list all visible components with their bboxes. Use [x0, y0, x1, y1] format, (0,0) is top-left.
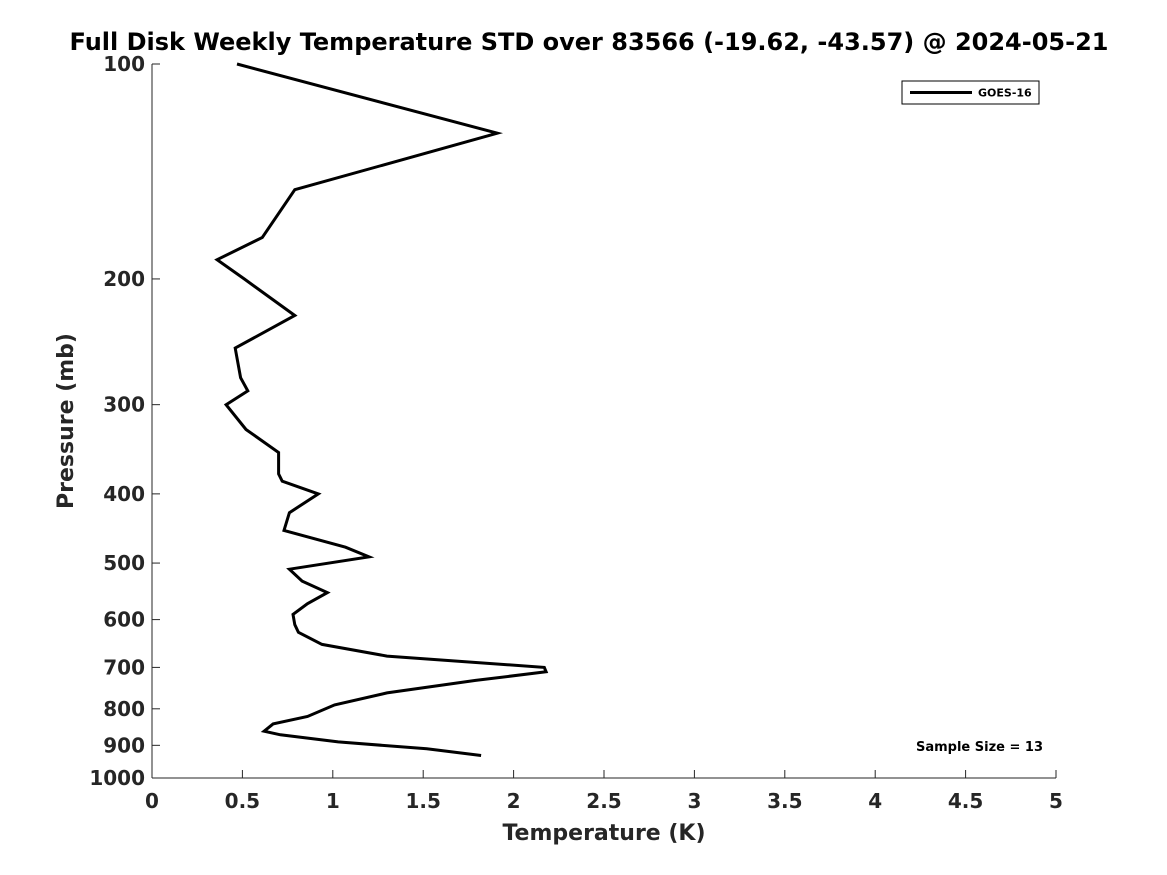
- x-tick-label: 4: [868, 789, 882, 813]
- x-tick-label: 3.5: [767, 789, 802, 813]
- x-tick-label: 2.5: [586, 789, 621, 813]
- legend: GOES-16: [901, 80, 1040, 105]
- y-tick-label: 900: [103, 733, 145, 757]
- chart-title: Full Disk Weekly Temperature STD over 83…: [69, 28, 1109, 56]
- series-layer: [214, 62, 549, 757]
- x-tick-label: 5: [1049, 789, 1063, 813]
- x-axis-label: Temperature (K): [502, 821, 705, 846]
- x-ticks: 0 0.5 1 1.5 2 2.5 3 3.5 4 4.5 5: [145, 770, 1063, 813]
- axes: [151, 64, 1056, 779]
- x-tick-label: 0: [145, 789, 159, 813]
- y-tick-label: 600: [103, 608, 145, 632]
- series-line: [214, 62, 549, 757]
- x-tick-label: 3: [687, 789, 701, 813]
- x-tick-label: 2: [507, 789, 521, 813]
- y-tick-label: 300: [103, 393, 145, 417]
- y-tick-label: 800: [103, 697, 145, 721]
- x-tick-label: 0.5: [225, 789, 260, 813]
- y-axis-label: Pressure (mb): [54, 333, 79, 509]
- sample-size-annotation: Sample Size = 13: [916, 740, 1043, 755]
- x-tick-label: 4.5: [948, 789, 983, 813]
- y-tick-label: 1000: [89, 766, 145, 790]
- legend-label: GOES-16: [978, 87, 1032, 100]
- x-tick-label: 1: [326, 789, 340, 813]
- y-tick-label: 100: [103, 52, 145, 76]
- y-tick-label: 200: [103, 267, 145, 291]
- y-tick-label: 400: [103, 482, 145, 506]
- y-tick-label: 700: [103, 655, 145, 679]
- y-tick-label: 500: [103, 551, 145, 575]
- y-ticks: 100 200 300 400 500 600 700 800 900 1000: [89, 52, 160, 790]
- x-tick-label: 1.5: [405, 789, 440, 813]
